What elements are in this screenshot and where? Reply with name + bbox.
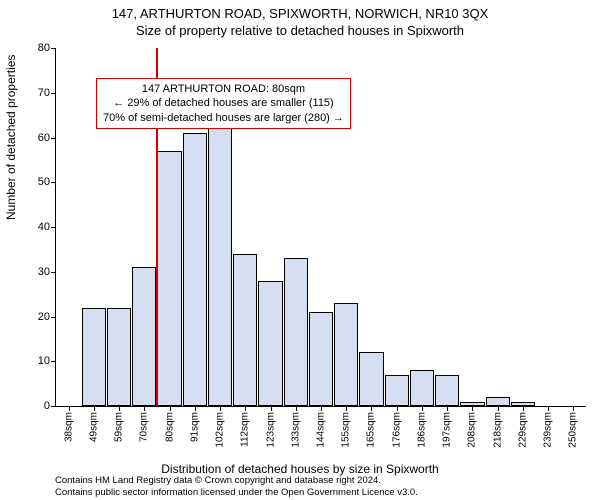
x-tick-mark — [195, 406, 196, 411]
annotation-box: 147 ARTHURTON ROAD: 80sqm← 29% of detach… — [96, 78, 351, 129]
histogram-bar — [233, 254, 257, 406]
histogram-bar — [208, 111, 232, 406]
y-tick-label: 70 — [38, 87, 56, 99]
x-tick-mark — [472, 406, 473, 411]
x-tick-mark — [397, 406, 398, 411]
y-tick-label: 80 — [38, 42, 56, 54]
y-tick-label: 10 — [38, 355, 56, 367]
chart-plot-area: 0102030405060708038sqm49sqm59sqm70sqm80s… — [55, 48, 586, 407]
y-tick-label: 50 — [38, 176, 56, 188]
histogram-bar — [284, 258, 308, 406]
x-tick-mark — [144, 406, 145, 411]
x-tick-mark — [498, 406, 499, 411]
x-tick-mark — [346, 406, 347, 411]
x-tick-mark — [245, 406, 246, 411]
x-tick-label: 38sqm — [63, 412, 74, 442]
histogram-bar — [82, 308, 106, 406]
x-tick-mark — [271, 406, 272, 411]
histogram-bar — [435, 375, 459, 406]
histogram-bar — [486, 397, 510, 406]
chart-title: 147, ARTHURTON ROAD, SPIXWORTH, NORWICH,… — [0, 0, 600, 21]
x-tick-label: 250sqm — [568, 412, 579, 448]
footer-line-2: Contains public sector information licen… — [55, 487, 418, 498]
x-tick-label: 239sqm — [543, 412, 554, 448]
x-tick-label: 229sqm — [517, 412, 528, 448]
y-tick-label: 30 — [38, 266, 56, 278]
histogram-bar — [309, 312, 333, 406]
histogram-bar — [132, 267, 156, 406]
y-axis-label: Number of detached properties — [4, 55, 18, 220]
x-tick-mark — [573, 406, 574, 411]
x-tick-mark — [371, 406, 372, 411]
x-tick-label: 91sqm — [189, 412, 200, 442]
x-tick-mark — [220, 406, 221, 411]
y-tick-label: 20 — [38, 311, 56, 323]
histogram-bar — [359, 352, 383, 406]
x-tick-mark — [119, 406, 120, 411]
histogram-bar — [183, 133, 207, 406]
histogram-bar — [107, 308, 131, 406]
histogram-bar — [410, 370, 434, 406]
annotation-line: ← 29% of detached houses are smaller (11… — [103, 96, 344, 110]
x-tick-label: 102sqm — [215, 412, 226, 448]
x-axis-label: Distribution of detached houses by size … — [0, 462, 600, 476]
histogram-bar — [385, 375, 409, 406]
x-tick-label: 176sqm — [391, 412, 402, 448]
x-tick-mark — [422, 406, 423, 411]
y-tick-label: 40 — [38, 221, 56, 233]
x-tick-mark — [94, 406, 95, 411]
y-tick-label: 60 — [38, 132, 56, 144]
x-tick-label: 123sqm — [265, 412, 276, 448]
x-tick-mark — [548, 406, 549, 411]
x-tick-label: 80sqm — [164, 412, 175, 442]
footer-line-1: Contains HM Land Registry data © Crown c… — [55, 475, 418, 486]
x-tick-label: 208sqm — [467, 412, 478, 448]
x-tick-label: 155sqm — [341, 412, 352, 448]
y-tick-label: 0 — [44, 400, 56, 412]
x-tick-label: 165sqm — [366, 412, 377, 448]
x-tick-label: 197sqm — [442, 412, 453, 448]
x-tick-mark — [523, 406, 524, 411]
histogram-bar — [157, 151, 181, 406]
histogram-bar — [258, 281, 282, 406]
chart-footer: Contains HM Land Registry data © Crown c… — [55, 475, 418, 498]
annotation-line: 147 ARTHURTON ROAD: 80sqm — [103, 82, 344, 96]
histogram-bar — [334, 303, 358, 406]
x-tick-mark — [447, 406, 448, 411]
x-tick-label: 59sqm — [114, 412, 125, 442]
x-tick-label: 112sqm — [240, 412, 251, 447]
x-tick-mark — [296, 406, 297, 411]
x-tick-label: 49sqm — [88, 412, 99, 442]
annotation-line: 70% of semi-detached houses are larger (… — [103, 111, 344, 125]
x-tick-label: 218sqm — [492, 412, 503, 448]
x-tick-label: 186sqm — [416, 412, 427, 448]
x-tick-mark — [170, 406, 171, 411]
x-tick-label: 144sqm — [316, 412, 327, 448]
x-tick-mark — [69, 406, 70, 411]
chart-subtitle: Size of property relative to detached ho… — [0, 21, 600, 38]
chart-container: 147, ARTHURTON ROAD, SPIXWORTH, NORWICH,… — [0, 0, 600, 500]
x-tick-mark — [321, 406, 322, 411]
x-tick-label: 70sqm — [139, 412, 150, 442]
x-tick-label: 133sqm — [290, 412, 301, 448]
